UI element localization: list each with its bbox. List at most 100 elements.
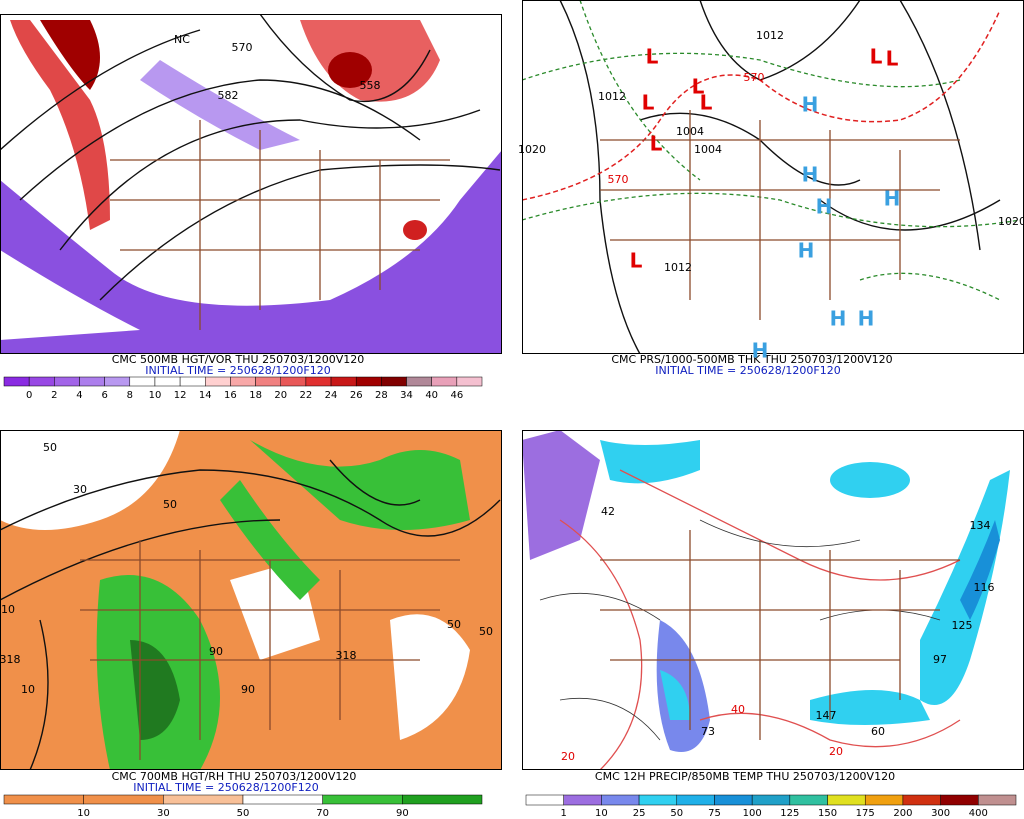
colorbar-box [305, 376, 332, 387]
map-700mb [0, 430, 502, 770]
colorbar-box [940, 794, 979, 806]
colorbar-label: 175 [856, 808, 875, 819]
colorbar-box [563, 794, 602, 806]
colorbar-label: 400 [969, 808, 988, 819]
pressure-center: L [630, 249, 643, 273]
pressure-center: H [884, 187, 901, 211]
map-label: 73 [701, 725, 715, 738]
colorbar-label: 40 [425, 390, 438, 401]
map-label: 558 [360, 79, 381, 92]
colorbar-label: 125 [780, 808, 799, 819]
colorbar-label: 25 [633, 808, 646, 819]
map-label: 1020 [998, 215, 1024, 228]
colorbar-box [230, 376, 256, 387]
colorbar-box [902, 794, 941, 806]
colorbar-label: 10 [149, 390, 162, 401]
map-label: 318 [0, 653, 21, 666]
map-label: 90 [241, 683, 255, 696]
map-label: 125 [952, 619, 973, 632]
colorbar-label: 12 [174, 390, 187, 401]
panel-caption: CMC 700MB HGT/RH THU 250703/1200V120 [112, 770, 357, 783]
colorbar-box [3, 794, 84, 805]
colorbar-label: 26 [350, 390, 363, 401]
pressure-center: H [830, 307, 847, 331]
colorbar-label: 30 [157, 808, 170, 819]
colorbar-box [330, 376, 357, 387]
colorbar-label: 16 [224, 390, 237, 401]
map-frame [0, 430, 502, 770]
colorbar-box [154, 376, 181, 387]
pressure-center: L [642, 91, 655, 115]
colorbar-box [714, 794, 753, 806]
map-label: 1012 [664, 261, 692, 274]
map-label: 1004 [694, 143, 722, 156]
map-label: 318 [336, 649, 357, 662]
map-label: 1020 [518, 143, 546, 156]
pressure-center: H [816, 195, 833, 219]
map-precip [522, 430, 1024, 770]
colorbar-label: 34 [400, 390, 413, 401]
map-500mb [0, 14, 502, 354]
initial-time: INITIAL TIME = 250628/1200F120 [133, 781, 318, 794]
colorbar-box [638, 794, 678, 806]
map-label: 1012 [598, 90, 626, 103]
map-label: 50 [163, 498, 177, 511]
panel-caption: CMC PRS/1000-500MB THK THU 250703/1200V1… [611, 353, 892, 366]
map-label: 1004 [676, 125, 704, 138]
colorbar-label: 6 [101, 390, 107, 401]
colorbar-label: 70 [316, 808, 329, 819]
panel-caption: CMC 12H PRECIP/850MB TEMP THU 250703/120… [595, 770, 895, 783]
pressure-center: H [798, 239, 815, 263]
initial-time: INITIAL TIME = 250628/1200F120 [655, 364, 840, 377]
colorbar-box [864, 794, 904, 806]
colorbar-label: 300 [931, 808, 950, 819]
colorbar-box [280, 376, 307, 387]
colorbar-label: 8 [127, 390, 133, 401]
pressure-center: H [858, 307, 875, 331]
map-label: 50 [479, 625, 493, 638]
colorbar-label: 18 [249, 390, 262, 401]
colorbar-label: 10 [77, 808, 90, 819]
pressure-center: L [650, 132, 663, 156]
colorbar-box [402, 794, 483, 805]
pressure-center: L [700, 91, 713, 115]
map-label: 20 [561, 750, 575, 763]
colorbar-box [255, 376, 281, 387]
map-label: 570 [744, 71, 765, 84]
map-label: 50 [43, 441, 57, 454]
colorbar-label: 14 [199, 390, 212, 401]
colorbar-label: 75 [708, 808, 721, 819]
map-label: 97 [933, 653, 947, 666]
map-label: 147 [816, 709, 837, 722]
colorbar-label: 46 [450, 390, 463, 401]
map-label: 40 [731, 703, 745, 716]
colorbar-label: 2 [51, 390, 57, 401]
map-label: 20 [829, 745, 843, 758]
colorbar-label: 0 [26, 390, 32, 401]
map-pressure [522, 0, 1024, 354]
colorbar-label: 50 [670, 808, 683, 819]
colorbar-label: 24 [325, 390, 338, 401]
colorbar-label: 22 [300, 390, 313, 401]
colorbar-box [3, 376, 30, 387]
colorbar-box [601, 794, 640, 806]
map-label: 42 [601, 505, 615, 518]
colorbar-label: 10 [595, 808, 608, 819]
pressure-center: L [886, 47, 899, 71]
initial-time: INITIAL TIME = 250628/1200F120 [145, 364, 330, 377]
map-label: 116 [974, 581, 995, 594]
colorbar-box [79, 376, 105, 387]
map-frame [0, 14, 502, 354]
map-label: 60 [871, 725, 885, 738]
colorbar-box [789, 794, 828, 806]
map-label: 50 [447, 618, 461, 631]
pressure-center: L [870, 45, 883, 69]
map-label: 570 [608, 173, 629, 186]
colorbar-label: 4 [76, 390, 82, 401]
colorbar-label: 200 [893, 808, 912, 819]
map-label: 134 [970, 519, 991, 532]
pressure-center: H [802, 163, 819, 187]
colorbar-label: 50 [237, 808, 250, 819]
colorbar-label: 150 [818, 808, 837, 819]
